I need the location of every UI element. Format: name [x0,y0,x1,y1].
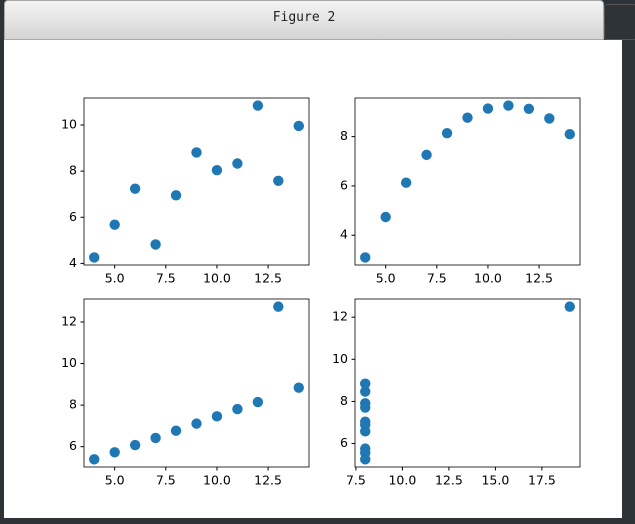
point [441,127,453,139]
point [273,301,284,312]
figure-background [4,40,622,518]
point [360,252,371,263]
point [360,419,371,431]
point [170,425,182,436]
x-tick-label: 12.5 [254,473,282,488]
point [360,378,371,389]
point [293,120,304,132]
point [129,183,141,194]
point [170,190,182,201]
point [109,219,120,230]
point [191,418,202,429]
point [109,447,120,458]
point [400,177,412,188]
point [544,113,555,124]
point [129,439,141,451]
x-tick-label: 12.5 [525,271,553,286]
point [462,112,473,123]
x-tick-label: 7.5 [346,473,366,488]
axes-frame [83,298,310,468]
y-tick-label: 4 [69,255,77,270]
axes-frame [354,97,581,266]
x-tick-label: 7.5 [156,271,176,286]
point [564,301,575,312]
x-tick-label: 12.5 [254,271,282,286]
window-title: Figure 2 [4,0,604,40]
x-tick-label: 5.0 [376,271,396,286]
point [150,239,161,250]
y-tick-label: 8 [69,397,77,412]
point [360,398,371,409]
y-tick-label: 4 [340,227,348,242]
point [252,396,264,408]
point [273,175,284,187]
point [421,149,432,161]
point [191,147,202,158]
y-tick-label: 6 [69,438,77,453]
point [232,158,243,169]
x-tick-label: 10.0 [388,473,416,488]
point [293,382,304,393]
y-tick-label: 12 [332,309,348,324]
y-tick-label: 10 [61,355,77,370]
y-tick-label: 8 [340,393,348,408]
point [503,100,514,111]
point [360,447,371,459]
point [89,252,100,263]
y-tick-label: 6 [69,209,77,224]
y-tick-label: 10 [332,351,348,366]
point [482,103,494,114]
x-tick-label: 10.0 [203,473,231,488]
point [380,211,391,223]
point [360,386,371,397]
figure-canvas: 5.0 7.5 10.0 12.5 4 6 8 10 5.0 7.5 10.0 12.5 4 6 8 5.0 7… [4,40,622,518]
x-tick-label: 10.0 [203,271,231,286]
y-tick-label: 8 [340,128,348,143]
point [211,164,223,176]
x-tick-label: 10.0 [474,271,502,286]
x-tick-label: 15.0 [481,473,509,488]
x-tick-label: 12.5 [435,473,463,488]
point [211,411,223,422]
x-tick-label: 5.0 [105,473,125,488]
x-tick-label: 7.5 [427,271,447,286]
x-tick-label: 17.5 [528,473,556,488]
y-tick-label: 12 [61,314,77,329]
point [232,403,243,415]
y-tick-label: 6 [340,435,348,450]
y-tick-label: 8 [69,163,77,178]
x-tick-label: 5.0 [105,271,125,286]
y-tick-label: 10 [61,116,77,131]
point [564,128,575,140]
point [89,454,100,465]
x-tick-label: 7.5 [156,473,176,488]
point [150,432,161,444]
point [252,100,264,111]
axes-frame [83,97,310,266]
y-tick-label: 6 [340,177,348,192]
axes-frame [354,298,581,468]
window-button[interactable] [604,4,635,40]
point [523,103,535,114]
